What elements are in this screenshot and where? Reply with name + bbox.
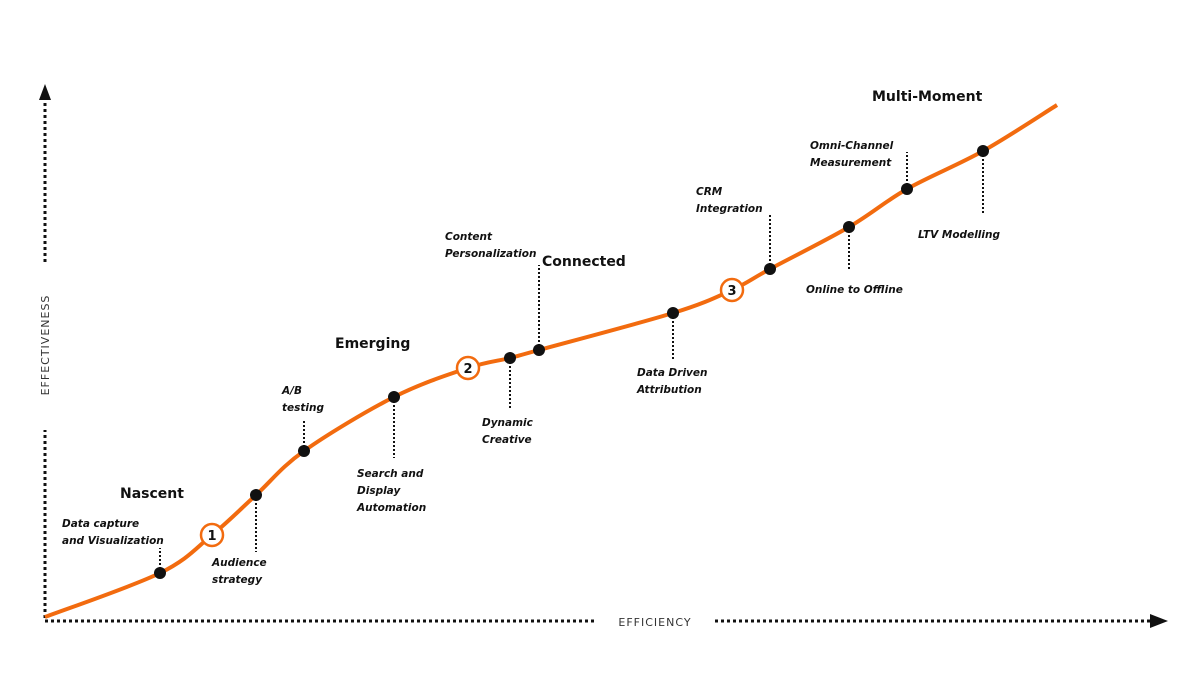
x-axis-label: EFFICIENCY [618,616,691,629]
milestone-label: CRM [696,186,723,198]
milestone-label: Omni-Channel [810,140,894,152]
milestone-label: Search and [357,468,424,480]
milestone-point [298,445,310,457]
milestone-label: Content [445,231,493,243]
milestone-label: testing [282,402,324,414]
milestone-point [388,391,400,403]
milestone-label: Attribution [636,384,702,396]
milestone-label: strategy [212,574,263,586]
milestone-label: Automation [356,502,426,514]
milestone-label: Data Driven [637,367,708,379]
step-marker [199,522,225,548]
milestone-label: Online to Offline [806,284,903,296]
milestone-label: Display [357,485,401,497]
milestone-point [764,263,776,275]
milestone-point [250,489,262,501]
step-number: 3 [727,284,736,299]
stage-label: Emerging [335,336,410,352]
stage-label: Nascent [120,486,184,502]
milestone-label: Creative [482,434,532,446]
milestone-label: Data capture [62,518,139,530]
y-axis-label: EFFECTIVENESS [39,295,52,396]
milestone-label: Dynamic [482,417,534,429]
milestone-label: A/B [281,385,302,397]
step-marker [719,277,745,303]
step-number: 1 [207,529,216,544]
stage-label: Connected [542,254,626,270]
milestone-point [977,145,989,157]
milestone-point [667,307,679,319]
milestone-point [901,183,913,195]
step-marker [455,355,481,381]
milestone-label: Personalization [445,248,536,260]
milestone-label: Audience [211,557,267,569]
maturity-curve [44,103,1059,619]
milestone-point [843,221,855,233]
milestone-point [154,567,166,579]
milestone-point [504,352,516,364]
milestone-label: Measurement [810,157,892,169]
stage-label: Multi-Moment [872,89,983,105]
milestone-label: and Visualization [62,535,164,547]
x-arrow [1150,614,1168,628]
step-number: 2 [463,362,472,377]
milestone-label: Integration [696,203,763,215]
milestone-point [533,344,545,356]
y-arrow [39,84,51,100]
milestone-label: LTV Modelling [918,229,1000,241]
